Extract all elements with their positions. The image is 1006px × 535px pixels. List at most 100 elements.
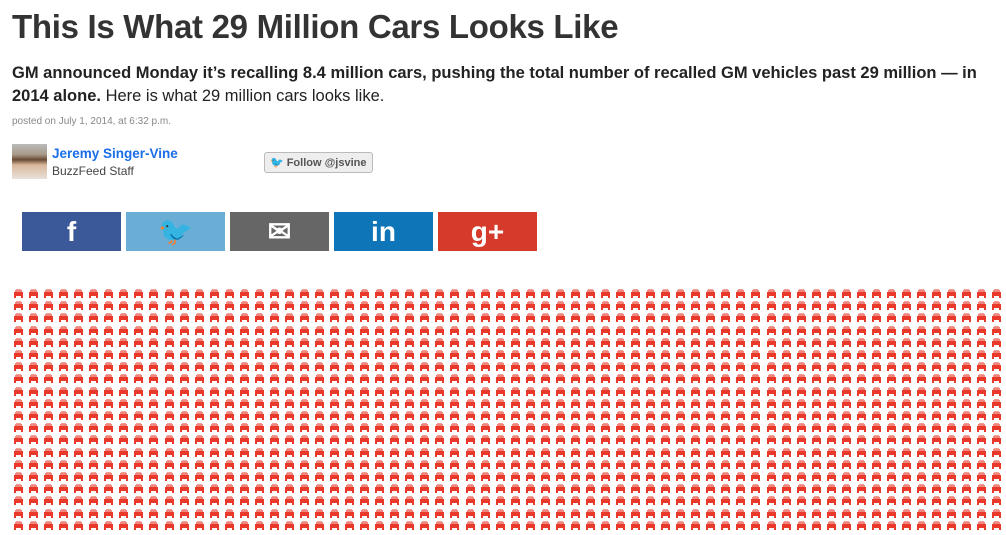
car-icon xyxy=(526,444,535,453)
car-icon xyxy=(119,505,128,514)
car-icon xyxy=(496,346,505,355)
share-twitter-button[interactable]: 🐦 xyxy=(126,212,225,251)
car-icon xyxy=(947,309,956,318)
car-icon xyxy=(706,419,715,428)
car-icon xyxy=(375,505,384,514)
car-icon xyxy=(736,444,745,453)
car-icon xyxy=(526,492,535,501)
car-icon xyxy=(691,322,700,331)
car-icon xyxy=(255,297,264,306)
car-icon xyxy=(842,480,851,489)
car-icon xyxy=(481,468,490,477)
article-dek: GM announced Monday it’s recalling 8.4 m… xyxy=(12,62,997,108)
car-icon xyxy=(691,383,700,392)
car-icon xyxy=(676,346,685,355)
car-icon xyxy=(977,517,986,526)
car-icon xyxy=(360,419,369,428)
car-icon xyxy=(29,444,38,453)
car-icon xyxy=(345,309,354,318)
car-icon xyxy=(812,419,821,428)
share-linkedin-button[interactable]: in xyxy=(334,212,433,251)
car-icon xyxy=(104,309,113,318)
car-icon xyxy=(736,334,745,343)
follow-button[interactable]: 🐦 Follow @jsvine xyxy=(264,152,373,173)
car-icon xyxy=(375,431,384,440)
car-icon xyxy=(782,322,791,331)
car-icon xyxy=(736,468,745,477)
car-icon xyxy=(345,419,354,428)
car-icon xyxy=(932,395,941,404)
share-google-plus-button[interactable]: g+ xyxy=(438,212,537,251)
car-icon xyxy=(691,358,700,367)
car-icon xyxy=(255,383,264,392)
car-icon xyxy=(195,383,204,392)
car-icon xyxy=(812,444,821,453)
share-email-button[interactable]: ✉ xyxy=(230,212,329,251)
car-icon xyxy=(360,383,369,392)
car-icon xyxy=(315,492,324,501)
car-icon xyxy=(977,431,986,440)
posted-timestamp: posted on July 1, 2014, at 6:32 p.m. xyxy=(12,116,171,127)
car-icon xyxy=(721,431,730,440)
car-icon xyxy=(149,444,158,453)
car-icon xyxy=(887,334,896,343)
car-icon xyxy=(345,468,354,477)
car-icon xyxy=(782,444,791,453)
car-icon xyxy=(345,383,354,392)
car-icon xyxy=(360,480,369,489)
car-icon xyxy=(14,285,23,294)
car-icon xyxy=(932,444,941,453)
car-icon xyxy=(44,395,53,404)
car-icon xyxy=(556,492,565,501)
car-icon xyxy=(902,407,911,416)
car-icon xyxy=(797,322,806,331)
car-icon xyxy=(180,334,189,343)
car-icon xyxy=(511,456,520,465)
car-icon xyxy=(616,419,625,428)
car-icon xyxy=(466,431,475,440)
car-icon xyxy=(59,383,68,392)
car-icon xyxy=(74,468,83,477)
car-icon xyxy=(14,358,23,367)
car-icon xyxy=(180,407,189,416)
car-icon xyxy=(962,309,971,318)
car-icon xyxy=(210,322,219,331)
car-icon xyxy=(571,322,580,331)
car-icon xyxy=(330,480,339,489)
car-icon xyxy=(827,492,836,501)
car-icon xyxy=(992,309,1001,318)
car-icon xyxy=(435,468,444,477)
car-icon xyxy=(360,444,369,453)
author-name-link[interactable]: Jeremy Singer-Vine xyxy=(52,146,178,161)
car-icon xyxy=(119,468,128,477)
car-icon xyxy=(285,322,294,331)
car-icon xyxy=(270,358,279,367)
car-icon xyxy=(721,444,730,453)
car-icon xyxy=(89,334,98,343)
car-icon xyxy=(631,346,640,355)
car-icon xyxy=(736,419,745,428)
car-icon xyxy=(14,419,23,428)
car-icon xyxy=(706,468,715,477)
car-icon xyxy=(721,517,730,526)
car-icon xyxy=(601,346,610,355)
avatar[interactable] xyxy=(12,144,47,179)
car-icon xyxy=(812,395,821,404)
car-icon xyxy=(812,346,821,355)
car-icon xyxy=(330,456,339,465)
car-icon xyxy=(917,407,926,416)
car-icon xyxy=(405,492,414,501)
car-icon xyxy=(149,297,158,306)
car-icon xyxy=(300,517,309,526)
car-icon xyxy=(842,492,851,501)
car-icon xyxy=(571,456,580,465)
car-icon xyxy=(947,334,956,343)
share-facebook-button[interactable]: f xyxy=(22,212,121,251)
car-icon xyxy=(134,431,143,440)
car-icon xyxy=(435,395,444,404)
car-icon xyxy=(872,285,881,294)
car-icon xyxy=(541,468,550,477)
car-icon xyxy=(767,444,776,453)
car-icon xyxy=(646,334,655,343)
car-icon xyxy=(751,395,760,404)
